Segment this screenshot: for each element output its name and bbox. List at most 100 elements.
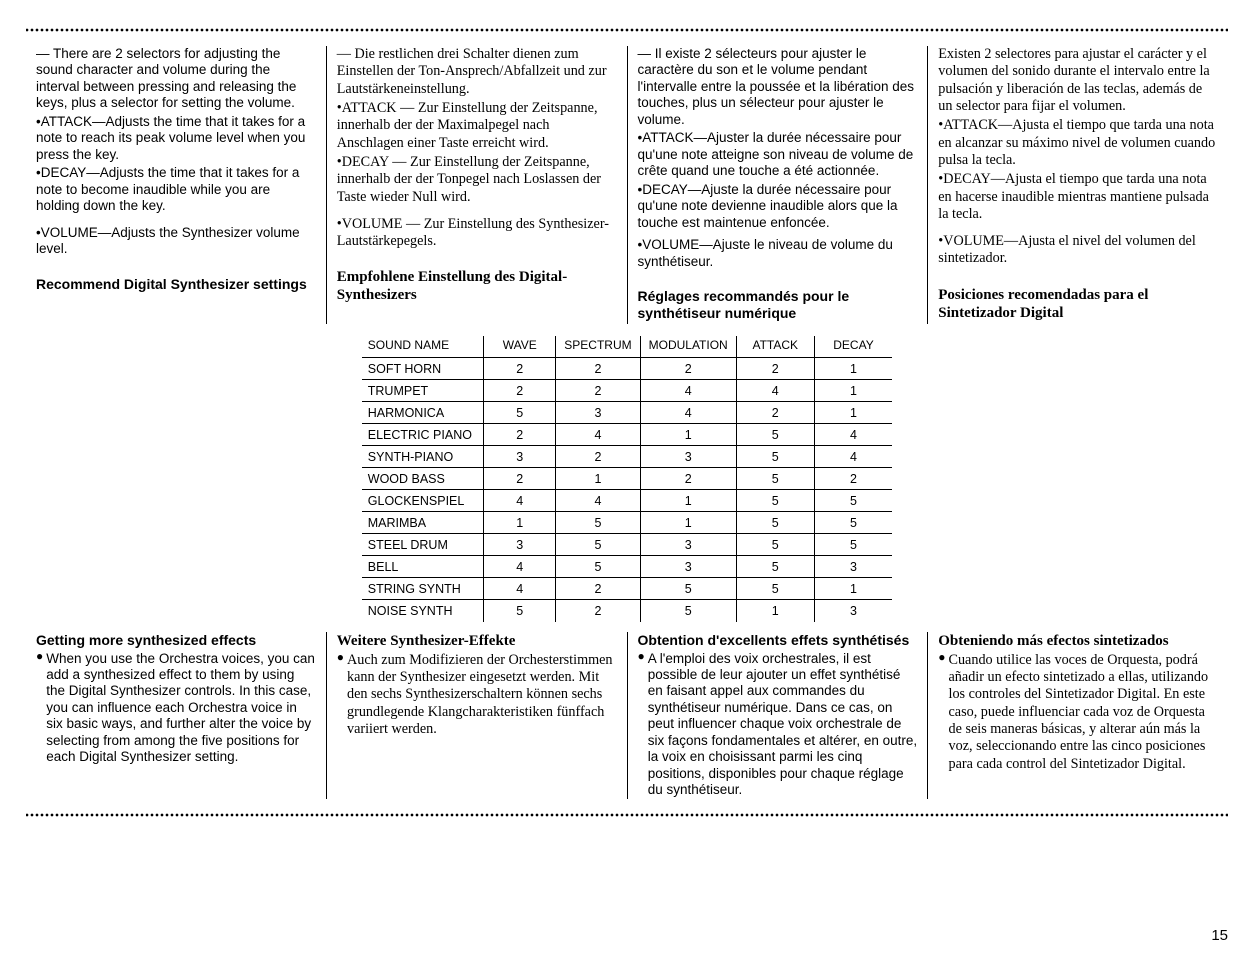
table-cell: STEEL DRUM (362, 534, 484, 556)
table-cell: 2 (556, 446, 640, 468)
table-cell: 4 (814, 424, 892, 446)
table-cell: 2 (640, 468, 736, 490)
table-cell: 2 (484, 358, 556, 380)
fr-intro: — Il existe 2 sélecteurs pour ajuster le… (638, 46, 918, 128)
en-volume-label: •VOLUME— (36, 225, 111, 240)
table-row: GLOCKENSPIEL44155 (362, 490, 892, 512)
table-cell: 3 (640, 556, 736, 578)
table-cell: NOISE SYNTH (362, 600, 484, 622)
table-row: STEEL DRUM35355 (362, 534, 892, 556)
table-cell: 5 (640, 600, 736, 622)
fr-decay-label: •DECAY— (638, 182, 702, 197)
table-cell: SYNTH-PIANO (362, 446, 484, 468)
en2-body: When you use the Orchestra voices, you c… (46, 651, 316, 766)
de-attack: •ATTACK — Zur Einstellung der Zeitspanne… (337, 100, 617, 152)
de2-body-row: ● Auch zum Modifizieren der Orchestersti… (337, 652, 617, 739)
table-cell: HARMONICA (362, 402, 484, 424)
table-header-row: SOUND NAME WAVE SPECTRUM MODULATION ATTA… (362, 336, 892, 358)
table-cell: 1 (556, 468, 640, 490)
en-decay-label: •DECAY— (36, 165, 100, 180)
de2-head: Weitere Synthesizer-Effekte (337, 632, 617, 650)
table-cell: 2 (484, 424, 556, 446)
bullet-icon: ● (337, 651, 344, 738)
table-cell: 2 (556, 600, 640, 622)
es-intro: Existen 2 selectores para ajustar el car… (938, 46, 1218, 115)
es-subhead: Posiciones recomendadas para el Sintetiz… (938, 286, 1218, 322)
th-name: SOUND NAME (362, 336, 484, 358)
fr2-head: Obtention d'excellents effets synthétisé… (638, 632, 918, 649)
table-cell: 3 (556, 402, 640, 424)
table-cell: 4 (484, 556, 556, 578)
fr-decay: •DECAY—Ajuste la durée nécessaire pour q… (638, 182, 918, 231)
table-cell: 5 (736, 446, 814, 468)
es2-body: Cuando utilice las voces de Orquesta, po… (949, 652, 1219, 773)
table-cell: 5 (736, 556, 814, 578)
table-cell: SOFT HORN (362, 358, 484, 380)
es2-head: Obteniendo más efectos sintetizados (938, 632, 1218, 650)
table-cell: 5 (736, 578, 814, 600)
en-intro: — There are 2 selectors for adjusting th… (36, 46, 316, 112)
fr2-body: A l'emploi des voix orchestrales, il est… (648, 651, 918, 799)
col-de: — Die restlichen drei Schalter dienen zu… (327, 46, 628, 324)
fr-attack: •ATTACK—Ajuster la durée nécessaire pour… (638, 130, 918, 179)
fr-subhead: Réglages recommandés pour le synthétiseu… (638, 288, 918, 322)
es-decay-label: •DECAY— (938, 171, 1005, 187)
en-attack-label: •ATTACK— (36, 114, 105, 129)
de-subhead: Empfohlene Einstellung des Digital-Synth… (337, 268, 617, 304)
th-spec: SPECTRUM (556, 336, 640, 358)
table-cell: TRUMPET (362, 380, 484, 402)
table-cell: STRING SYNTH (362, 578, 484, 600)
en-subhead: Recommend Digital Synthesizer settings (36, 276, 316, 293)
table-cell: ELECTRIC PIANO (362, 424, 484, 446)
table-row: WOOD BASS21252 (362, 468, 892, 490)
en-volume: •VOLUME—Adjusts the Synthesizer volume l… (36, 225, 316, 258)
col2-es: Obteniendo más efectos sintetizados ● Cu… (928, 632, 1228, 799)
lower-columns: Getting more synthesized effects ● When … (26, 632, 1228, 799)
table-cell: 5 (484, 402, 556, 424)
table-cell: 4 (484, 490, 556, 512)
es-attack: •ATTACK—Ajusta el tiempo que tarda una n… (938, 117, 1218, 169)
table-cell: 2 (556, 358, 640, 380)
bottom-dotted-rule (26, 813, 1228, 817)
th-decay: DECAY (814, 336, 892, 358)
table-cell: 5 (814, 534, 892, 556)
table-cell: 5 (814, 512, 892, 534)
en2-head: Getting more synthesized effects (36, 632, 316, 649)
table-cell: 3 (814, 556, 892, 578)
table-row: MARIMBA15155 (362, 512, 892, 534)
table-cell: 1 (640, 490, 736, 512)
table-cell: 1 (640, 424, 736, 446)
table-cell: 3 (814, 600, 892, 622)
table-cell: 4 (640, 380, 736, 402)
table-row: STRING SYNTH42551 (362, 578, 892, 600)
table-cell: 1 (736, 600, 814, 622)
fr-attack-label: •ATTACK— (638, 130, 707, 145)
table-cell: 2 (640, 358, 736, 380)
table-cell: 2 (814, 468, 892, 490)
table-cell: MARIMBA (362, 512, 484, 534)
en2-body-row: ● When you use the Orchestra voices, you… (36, 651, 316, 766)
top-dotted-rule (26, 28, 1228, 32)
table-cell: 5 (484, 600, 556, 622)
table-cell: 2 (484, 468, 556, 490)
table-cell: 2 (736, 402, 814, 424)
th-attack: ATTACK (736, 336, 814, 358)
en-attack: •ATTACK—Adjusts the time that it takes f… (36, 114, 316, 163)
col-en: — There are 2 selectors for adjusting th… (26, 46, 327, 324)
fr2-body-row: ● A l'emploi des voix orchestrales, il e… (638, 651, 918, 799)
table-cell: 1 (484, 512, 556, 534)
fr-volume-label: •VOLUME— (638, 237, 713, 252)
table-cell: 1 (814, 578, 892, 600)
fr-volume: •VOLUME—Ajuste le niveau de volume du sy… (638, 237, 918, 270)
de-volume: •VOLUME — Zur Einstellung des Synthesize… (337, 216, 617, 251)
upper-columns: — There are 2 selectors for adjusting th… (26, 46, 1228, 324)
table-cell: 2 (736, 358, 814, 380)
table-cell: 5 (736, 490, 814, 512)
page-number: 15 (1211, 927, 1228, 944)
table-cell: 1 (640, 512, 736, 534)
table-row: SYNTH-PIANO32354 (362, 446, 892, 468)
de-attack-label: •ATTACK — (337, 100, 415, 116)
table-cell: 5 (736, 534, 814, 556)
table-row: HARMONICA53421 (362, 402, 892, 424)
col2-de: Weitere Synthesizer-Effekte ● Auch zum M… (327, 632, 628, 799)
